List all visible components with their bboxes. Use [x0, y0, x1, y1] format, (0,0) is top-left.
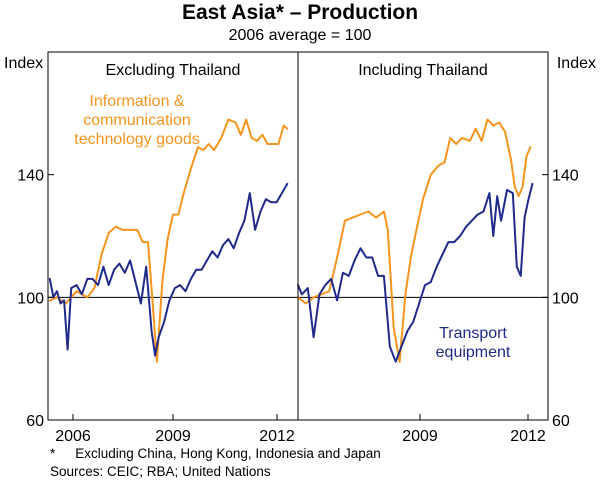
panel-title-1: Excluding Thailand: [106, 62, 241, 79]
y-tick-label-right-60: 60: [552, 413, 570, 430]
footnote-excluding-text: Excluding China, Hong Kong, Indonesia an…: [75, 446, 381, 461]
y-tick-label-left-140: 140: [17, 168, 44, 185]
series-label-ict-line-1: Information &: [89, 93, 184, 110]
y-axis-label-left: Index: [4, 55, 43, 72]
footnote-sources: Sources: CEIC; RBA; United Nations: [50, 464, 271, 479]
x-tick-label-left-2009: 2009: [155, 428, 191, 445]
footnote-marker: *: [50, 446, 56, 461]
y-tick-label-right-140: 140: [552, 168, 579, 185]
y-tick-label-right-100: 100: [552, 290, 579, 307]
series-label-ict-line-3: technology goods: [74, 131, 199, 148]
series-label-transport-line-2: equipment: [436, 344, 511, 361]
series-line-transport-panel-2: [297, 182, 534, 363]
y-axis-label-right: Index: [557, 55, 596, 72]
y-tick-label-left-60: 60: [26, 413, 44, 430]
series-label-ict-line-2: communication: [83, 112, 191, 129]
chart-title: East Asia* – Production: [181, 1, 419, 24]
chart-subtitle: 2006 average = 100: [228, 27, 372, 44]
series-line-transport-panel-1: [48, 182, 289, 357]
x-tick-label-right-2012: 2012: [510, 428, 546, 445]
series-line-ict-panel-2: [297, 118, 532, 363]
footnote-excluding: * Excluding China, Hong Kong, Indonesia a…: [50, 446, 381, 461]
x-tick-label-left-2012: 2012: [259, 428, 295, 445]
y-tick-label-left-100: 100: [17, 290, 44, 307]
x-tick-label-left-2006: 2006: [55, 428, 91, 445]
panel-title-2: Including Thailand: [358, 62, 488, 79]
series-line-ict-panel-1: [48, 118, 289, 363]
x-tick-label-right-2009: 2009: [402, 428, 438, 445]
series-label-transport-line-1: Transport: [439, 325, 507, 342]
